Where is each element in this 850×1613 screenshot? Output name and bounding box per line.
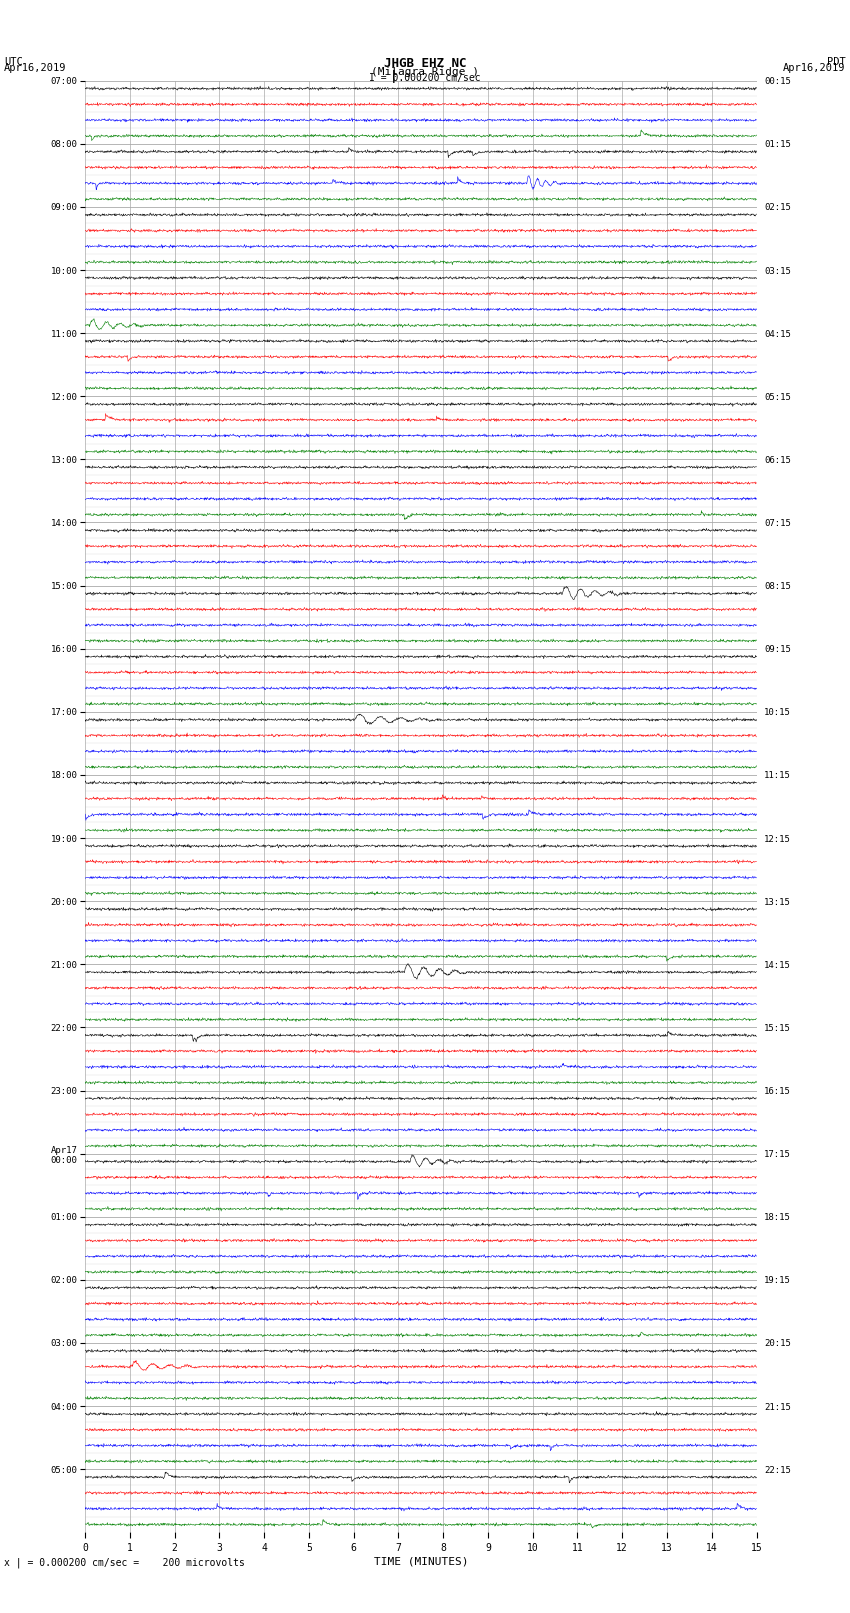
Text: Apr16,2019: Apr16,2019: [4, 63, 67, 73]
Text: UTC: UTC: [4, 56, 23, 66]
Text: PDT: PDT: [827, 56, 846, 66]
Text: Apr16,2019: Apr16,2019: [783, 63, 846, 73]
Text: |: |: [390, 69, 397, 82]
Text: JHGB EHZ NC: JHGB EHZ NC: [383, 56, 467, 71]
Text: x | = 0.000200 cm/sec =    200 microvolts: x | = 0.000200 cm/sec = 200 microvolts: [4, 1557, 245, 1568]
X-axis label: TIME (MINUTES): TIME (MINUTES): [373, 1557, 468, 1566]
Text: (Milagra Ridge ): (Milagra Ridge ): [371, 66, 479, 77]
Text: I = 0.000200 cm/sec: I = 0.000200 cm/sec: [369, 73, 481, 82]
